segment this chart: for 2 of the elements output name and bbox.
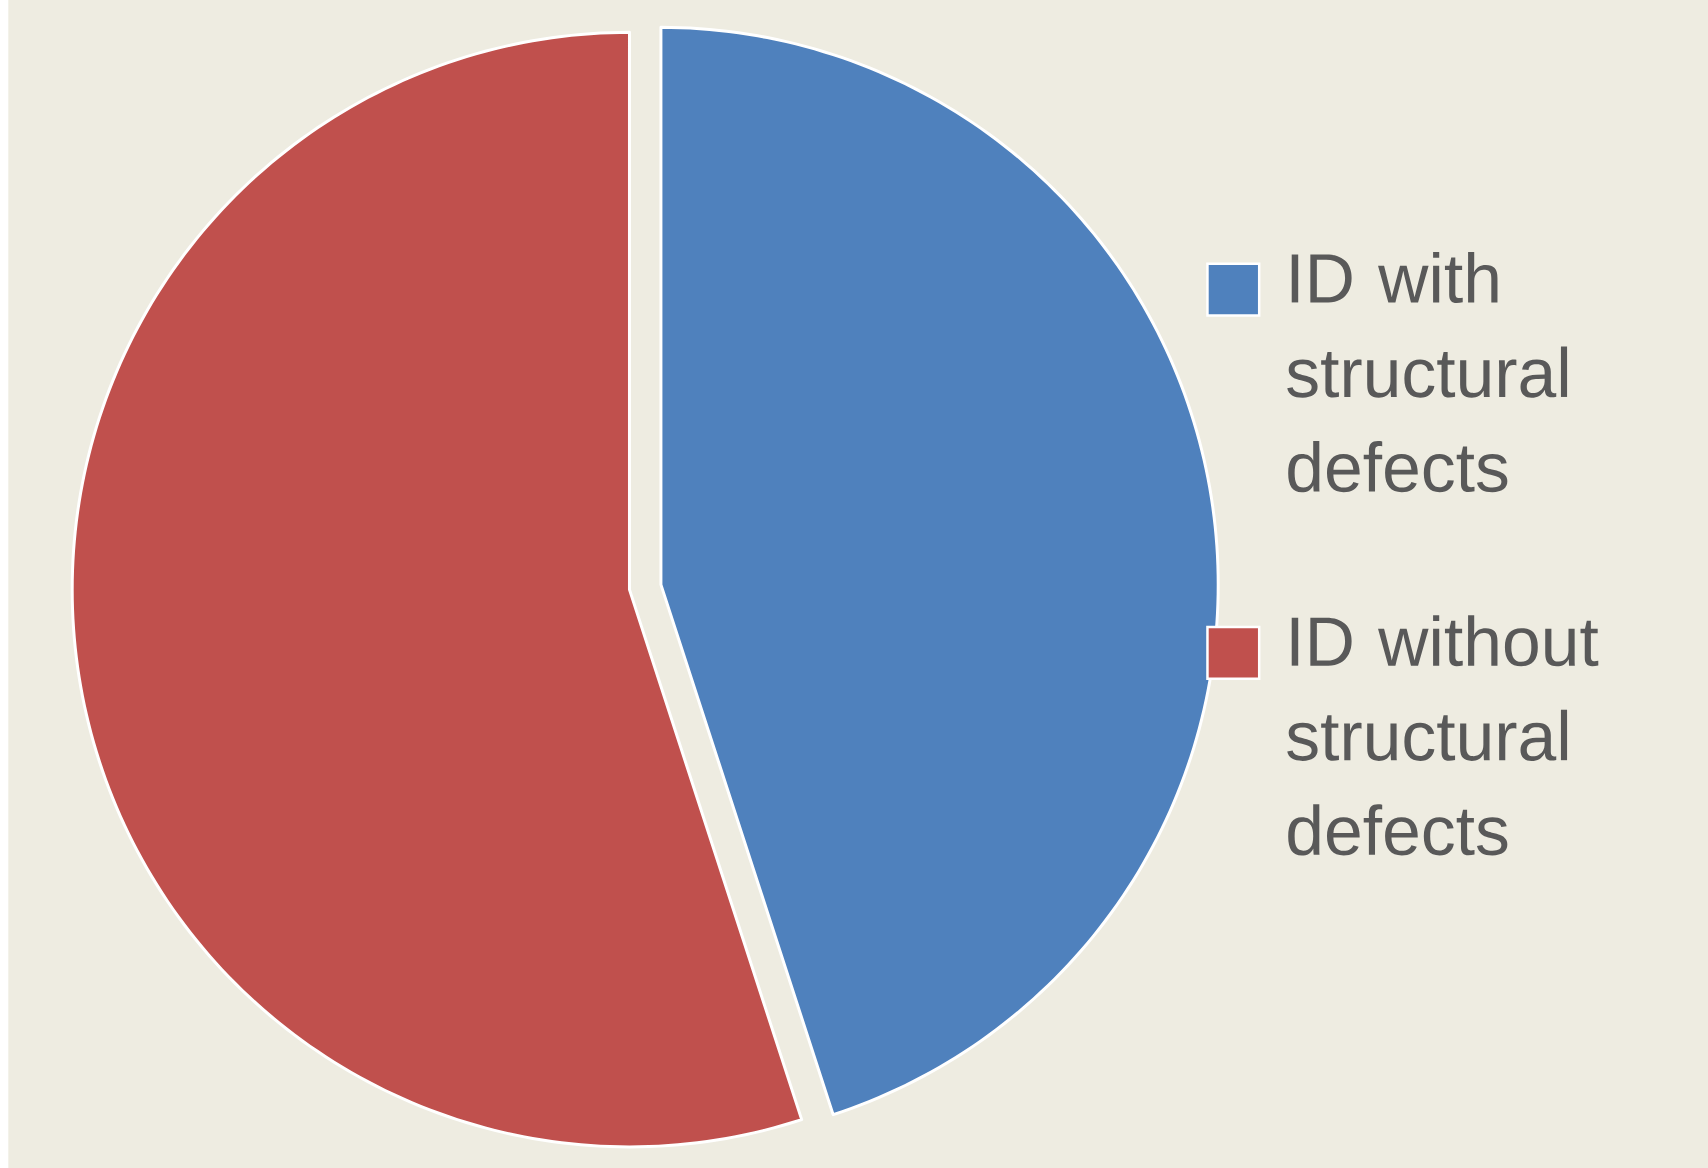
legend-label: ID with structural defects bbox=[1287, 251, 1568, 493]
legend-label: ID without structural defects bbox=[1287, 615, 1599, 856]
